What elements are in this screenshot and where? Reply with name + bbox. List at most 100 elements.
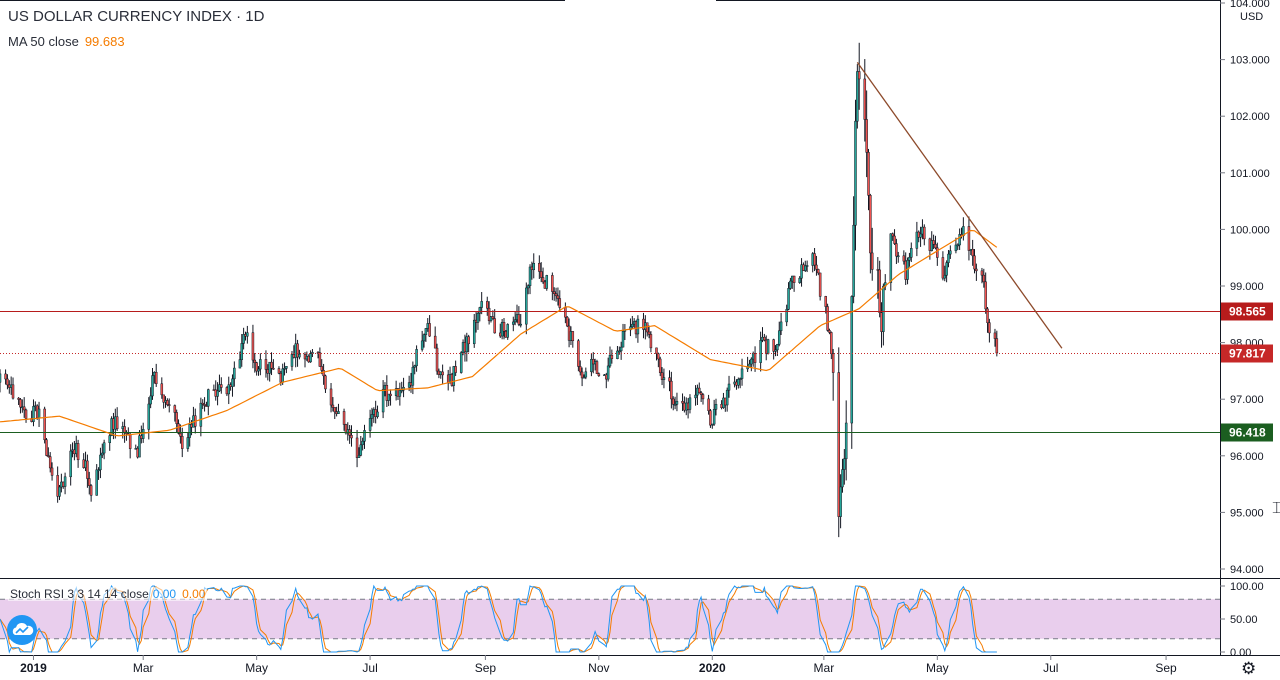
candle: [934, 235, 937, 250]
candle: [852, 196, 855, 304]
candle-body: [220, 384, 223, 388]
candle: [843, 449, 846, 485]
time-tick-label: Jul: [362, 661, 377, 675]
candle-body: [616, 350, 619, 359]
candle-body: [246, 332, 249, 337]
candle-body: [763, 336, 766, 341]
candle-body: [865, 119, 868, 153]
candle: [973, 249, 976, 274]
candle: [115, 407, 119, 431]
candle-body: [908, 257, 911, 261]
candle: [837, 347, 840, 538]
top-border-left: [0, 0, 565, 1]
candle: [233, 361, 236, 387]
candle: [908, 252, 911, 267]
candle-body: [259, 359, 262, 370]
candle: [993, 328, 997, 347]
candle-body: [889, 233, 893, 283]
time-tick-label: Sep: [1155, 661, 1177, 675]
candle-body: [63, 476, 67, 487]
stoch-legend[interactable]: Stoch RSI 3 3 14 14 close 0.00 0.00: [8, 587, 208, 601]
candle-body: [233, 367, 236, 380]
candle-body: [943, 274, 947, 279]
candle: [854, 99, 857, 251]
candle-body: [844, 422, 848, 460]
candle: [385, 375, 389, 407]
level-label-box: [1221, 423, 1273, 442]
candle: [154, 363, 158, 387]
candle-body: [737, 379, 740, 386]
price-tick-label: 95.000: [1230, 507, 1264, 519]
candle-body: [298, 354, 301, 358]
candle-body: [818, 272, 822, 297]
settings-gear-icon[interactable]: ⚙: [1241, 659, 1257, 679]
candle: [238, 351, 242, 369]
candle: [671, 396, 675, 411]
candle: [290, 350, 294, 371]
candle-body: [590, 358, 593, 373]
candle-body: [988, 322, 991, 334]
candle: [331, 397, 335, 412]
candle-body: [493, 318, 496, 334]
candle-body: [655, 347, 658, 354]
candle-body: [342, 411, 346, 425]
candle: [6, 374, 9, 390]
candle-body: [376, 411, 379, 417]
candle-body: [525, 287, 528, 325]
candle: [255, 361, 258, 376]
candle-body: [238, 359, 242, 369]
candle: [322, 363, 325, 385]
candle-body: [636, 318, 640, 335]
candle: [56, 466, 59, 503]
candle: [805, 260, 809, 273]
candle: [658, 356, 662, 377]
candle: [526, 284, 530, 295]
price-tick-label: 99.000: [1230, 281, 1264, 293]
stoch-label: Stoch RSI 3 3 14 14 close: [10, 587, 149, 601]
candle-body: [777, 330, 781, 345]
ma-line: [0, 229, 998, 437]
candle-body: [582, 376, 586, 379]
candle-body: [545, 275, 549, 289]
ma-legend[interactable]: MA 50 close 99.683: [8, 34, 125, 49]
price-unit-label: USD: [1240, 11, 1263, 23]
candle-body: [387, 393, 390, 401]
candle-body: [828, 330, 831, 333]
candle: [670, 371, 673, 409]
candle: [400, 381, 403, 394]
candle-body: [759, 340, 762, 363]
candle-body: [584, 371, 588, 378]
candle: [647, 325, 651, 339]
candle: [387, 393, 390, 407]
candle: [517, 306, 521, 327]
candle-body: [459, 352, 463, 373]
candle-body: [173, 405, 177, 413]
candle-body: [826, 306, 829, 331]
candle-body: [971, 248, 974, 257]
candle: [725, 387, 729, 412]
candle-body: [580, 371, 584, 379]
candle-body: [32, 406, 35, 422]
cloud-logo-icon[interactable]: [7, 615, 37, 645]
candle: [789, 277, 792, 290]
candle: [149, 387, 152, 409]
candle: [800, 258, 803, 287]
candle-body: [707, 398, 710, 411]
candle: [956, 243, 960, 250]
candle: [355, 429, 359, 468]
candle-body: [986, 308, 989, 323]
candle-body: [264, 359, 268, 370]
candle: [779, 312, 783, 336]
candle: [465, 332, 469, 362]
candle-body: [815, 264, 818, 270]
candle: [272, 359, 275, 370]
candle-body: [199, 402, 203, 427]
candle-body: [837, 372, 840, 517]
candle: [433, 326, 437, 349]
candle-body: [658, 358, 662, 373]
candle-body: [657, 353, 660, 360]
stoch-k-line: [0, 584, 997, 654]
candle: [240, 333, 244, 367]
candle-body: [870, 252, 874, 270]
